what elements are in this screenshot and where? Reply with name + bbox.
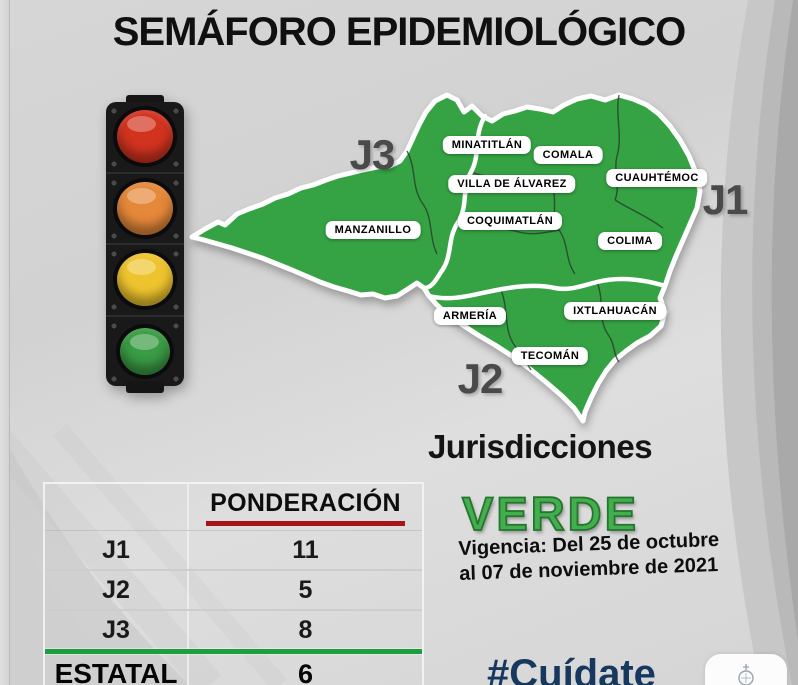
table-header-row: PONDERACIÓN [45,484,422,531]
orange-light-icon [117,181,173,235]
map-label-manzanillo: MANZANILLO [325,221,421,239]
table-row-estatal: ESTATAL 6 [45,654,422,685]
yellow-light-icon [117,253,173,307]
table-value-header: PONDERACIÓN [206,489,405,526]
status-level: VERDE [461,486,639,541]
row-value: 5 [298,575,313,604]
map-label-minatitlan: MINATITLÁN [442,136,532,154]
table-row-j2: J2 5 [45,569,422,609]
traffic-light [106,95,184,393]
traffic-light-section [106,102,184,172]
map-label-cuauhtemoc: CUAUHTÉMOC [606,169,708,187]
vigencia-text: Vigencia: Del 25 de octubre al 07 de nov… [458,528,720,587]
ponderacion-table: PONDERACIÓN J1 11 J2 5 J3 8 ESTATAL 6 [43,482,424,685]
page-title: SEMÁFORO EPIDEMIOLÓGICO [112,10,687,54]
traffic-light-section [106,314,184,386]
map-label-armeria: ARMERÍA [433,307,507,325]
row-value: 11 [292,535,319,564]
row-label: J3 [45,611,189,649]
green-light-icon [120,327,170,375]
map-jurisdiction-j1: J1 [702,176,749,223]
hashtag: #Cuídate [487,652,656,685]
gov-logo-box [705,654,787,685]
map-jurisdiction-j3: J3 [349,131,396,178]
map-label-colima: COLIMA [598,232,662,250]
gov-crest-icon [738,664,754,685]
table-row-j3: J3 8 [45,609,422,649]
estatal-divider [45,649,422,654]
left-edge-strip [0,0,10,685]
state-map: J3 J1 J2 MINATITLÁN COMALA CUAUHTÉMOC VI… [185,88,748,428]
table-row-j1: J1 11 [45,531,422,569]
total-value: 6 [297,658,314,685]
map-label-comala: COMALA [533,146,603,164]
table-header-empty-cell [45,484,189,530]
row-label: J1 [45,531,189,569]
traffic-light-section [106,243,184,315]
map-label-villa-de-alvarez: VILLA DE ÁLVAREZ [448,175,576,193]
row-label: J2 [45,571,189,609]
total-label: ESTATAL [45,654,189,685]
map-jurisdiction-j2: J2 [457,355,504,402]
traffic-light-section [106,171,184,243]
traffic-light-bottom-tab [126,381,164,393]
jurisdiction-borders [421,113,668,301]
red-light-icon [117,110,173,164]
map-label-tecoman: TECOMÁN [511,347,589,365]
map-label-coquimatlan: COQUIMATLÁN [457,212,563,230]
row-value: 8 [298,615,313,644]
jurisdictions-caption: Jurisdicciones [427,428,653,465]
traffic-light-body [106,102,184,386]
map-label-ixtlahuacan: IXTLAHUACÁN [564,302,666,320]
